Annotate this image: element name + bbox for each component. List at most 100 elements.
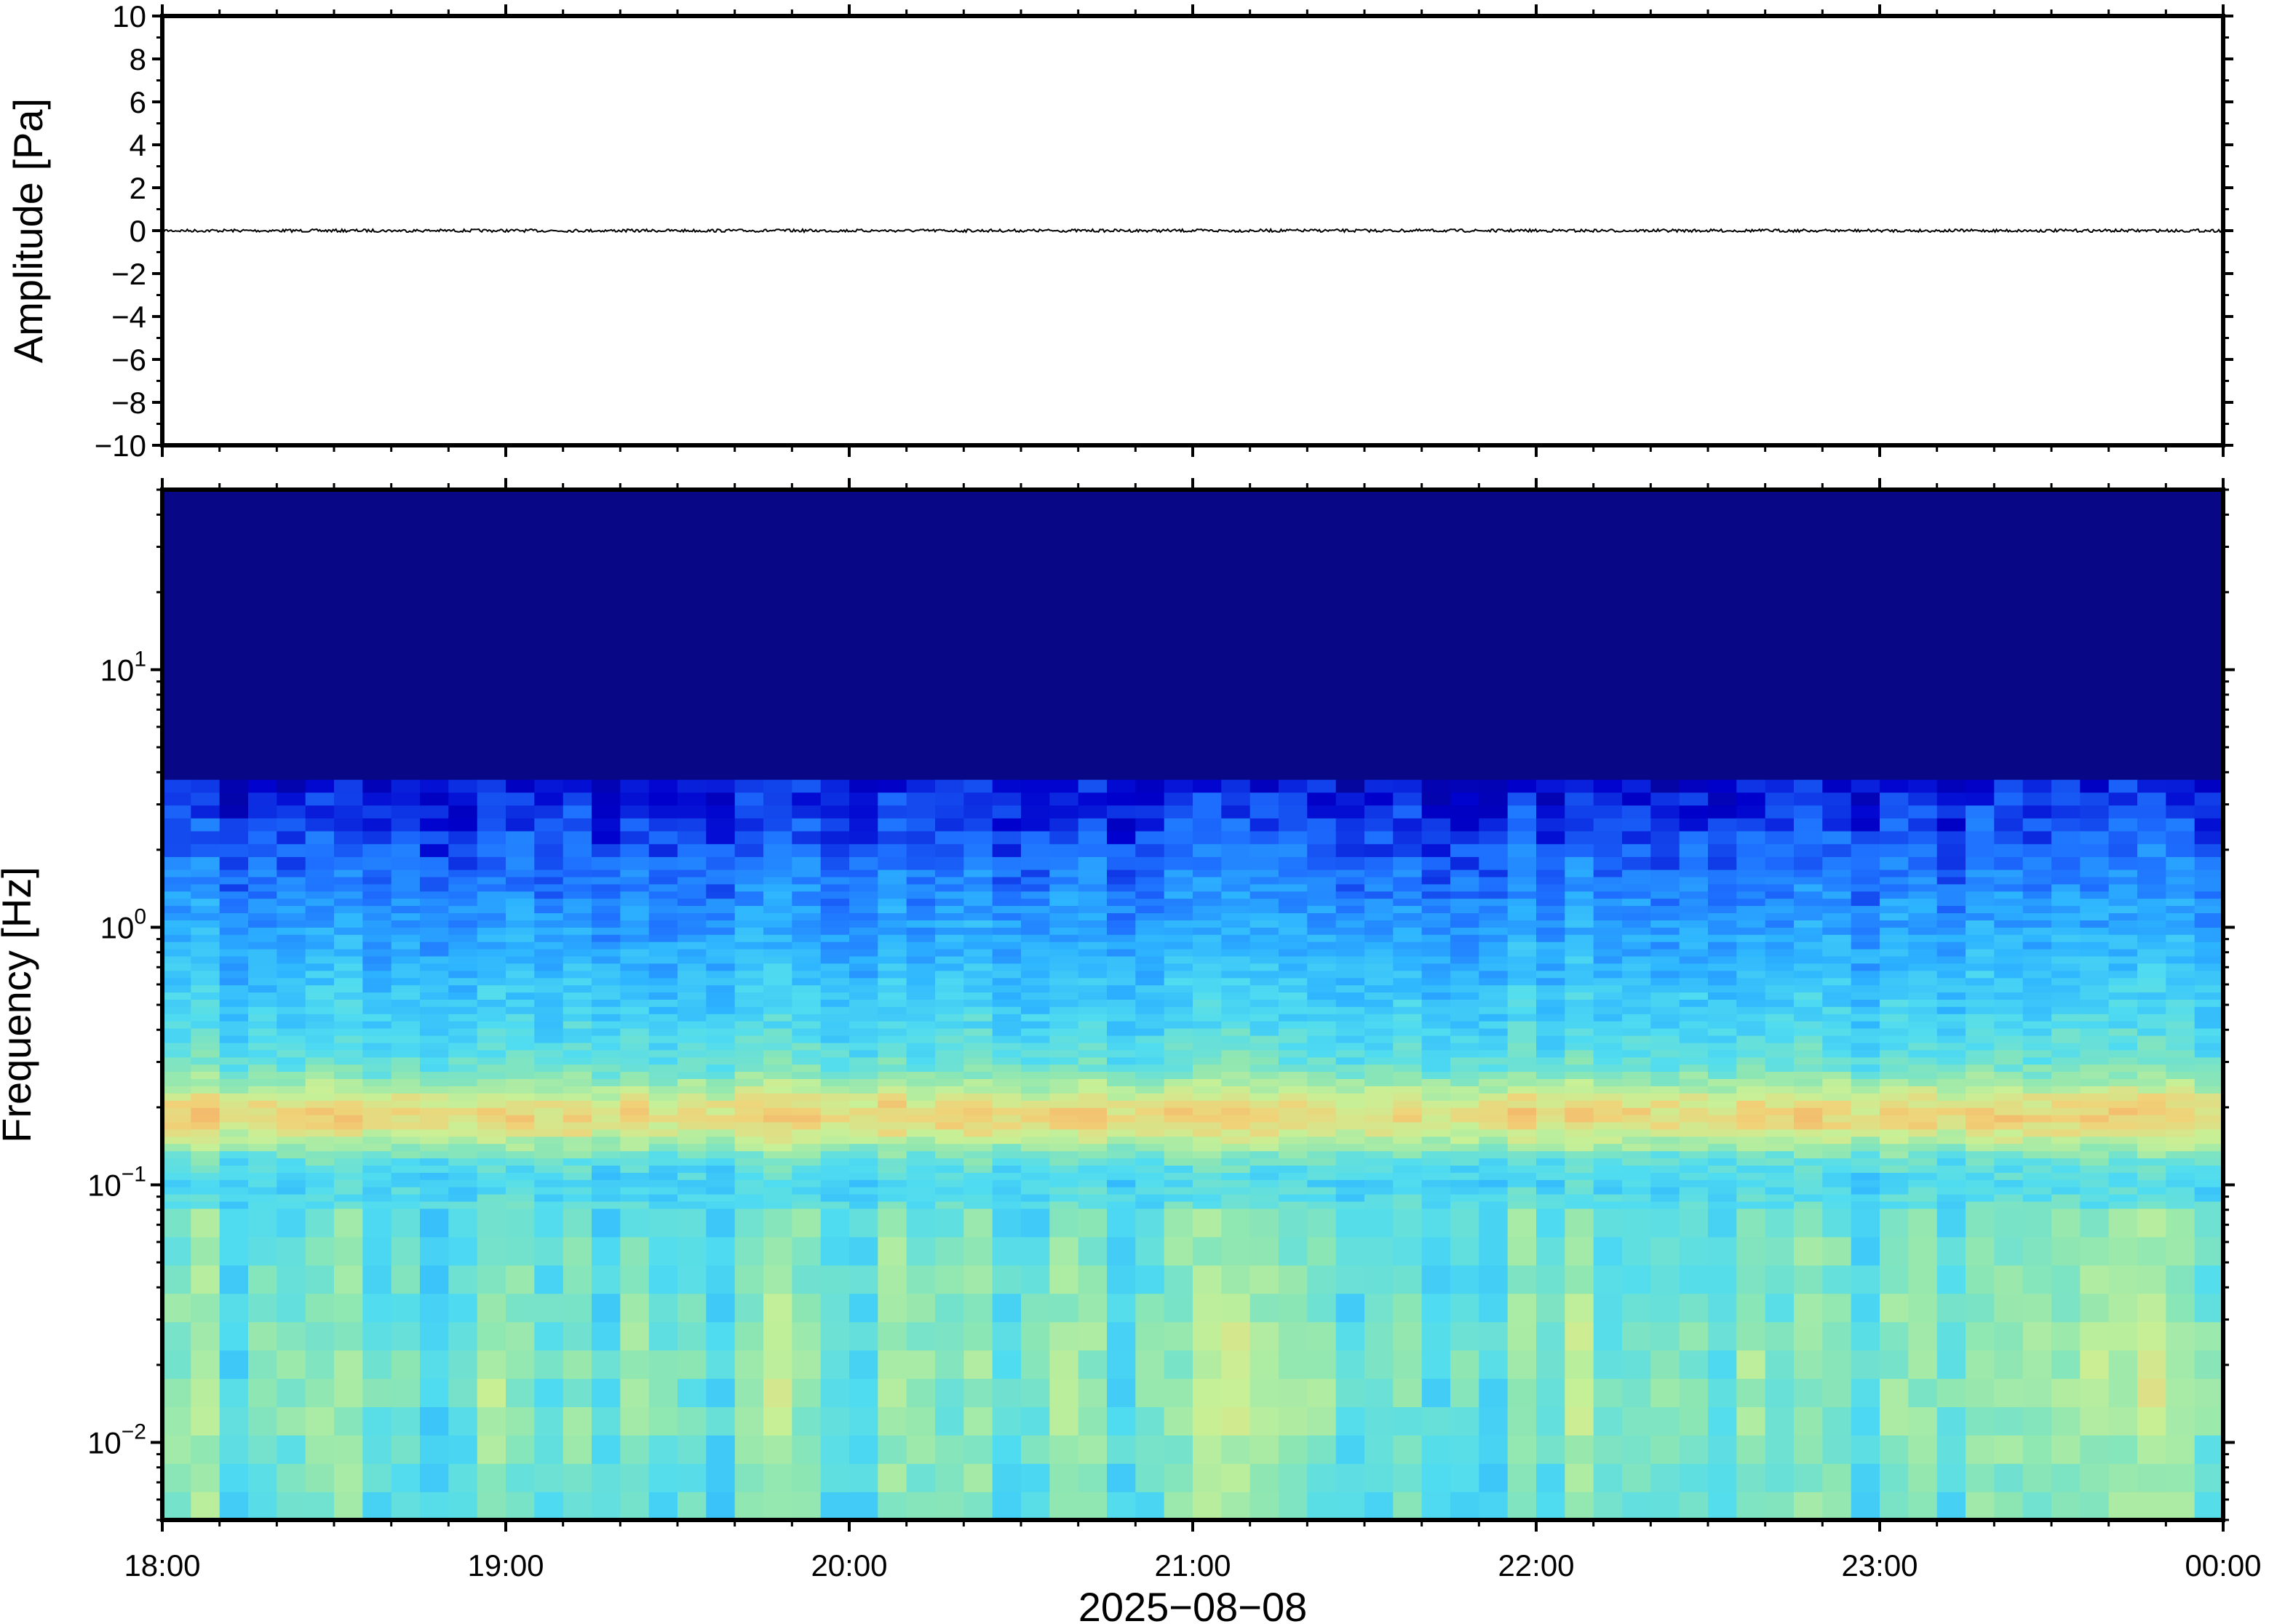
spectrogram-cell bbox=[448, 1107, 478, 1115]
spectrogram-cell bbox=[248, 1014, 278, 1022]
spectrogram-cell bbox=[1107, 905, 1137, 914]
spectrogram-cell bbox=[1279, 611, 1308, 626]
spectrogram-cell bbox=[1622, 977, 1652, 986]
spectrogram-cell bbox=[1536, 891, 1566, 899]
spectrogram-cell bbox=[219, 521, 249, 536]
spectrogram-cell bbox=[162, 934, 192, 942]
spectrogram-cell bbox=[248, 715, 278, 728]
spectrogram-cell bbox=[763, 977, 793, 986]
spectrogram-cell bbox=[277, 1114, 306, 1123]
spectrogram-cell bbox=[1679, 753, 1709, 767]
spectrogram-cell bbox=[1708, 1020, 1738, 1029]
spectrogram-cell bbox=[448, 1020, 478, 1029]
spectrogram-cell bbox=[1335, 1463, 1365, 1492]
spectrogram-cell bbox=[1335, 805, 1365, 819]
spectrogram-cell bbox=[1164, 1027, 1193, 1036]
spectrogram-cell bbox=[191, 805, 220, 819]
spectrogram-cell bbox=[820, 689, 850, 703]
spectrogram-cell bbox=[162, 534, 192, 549]
spectrogram-cell bbox=[191, 689, 220, 703]
spectrogram-cell bbox=[706, 1020, 736, 1029]
spectrogram-cell bbox=[1593, 876, 1623, 885]
spectrogram-cell bbox=[763, 805, 793, 819]
spectrogram-cell bbox=[648, 1064, 678, 1072]
spectrogram-cell bbox=[1135, 1064, 1165, 1072]
spectrogram-cell bbox=[677, 1150, 707, 1159]
spectrogram-cell bbox=[219, 1172, 249, 1180]
spectrogram-cell bbox=[191, 1143, 220, 1152]
spectrogram-cell bbox=[1049, 843, 1079, 857]
spectrogram-cell bbox=[534, 611, 564, 626]
spectrogram-cell bbox=[506, 599, 536, 613]
spectrogram-cell bbox=[534, 1100, 564, 1108]
spectrogram-cell bbox=[248, 941, 278, 950]
spectrogram-cell bbox=[1135, 586, 1165, 600]
spectrogram-cell bbox=[534, 992, 564, 1000]
spectrogram-cell bbox=[706, 490, 736, 497]
spectrogram-cell bbox=[706, 1114, 736, 1123]
spectrogram-cell bbox=[362, 955, 392, 964]
spectrogram-cell bbox=[763, 1179, 793, 1187]
spectrogram-cell bbox=[849, 927, 879, 935]
spectrogram-cell bbox=[1249, 1014, 1279, 1022]
spectrogram-cell bbox=[620, 876, 650, 885]
spectrogram-cell bbox=[248, 830, 278, 845]
spectrogram-cell bbox=[820, 1136, 850, 1145]
spectrogram-cell bbox=[1221, 560, 1251, 574]
spectrogram-cell bbox=[992, 509, 1022, 522]
spectrogram-cell bbox=[1335, 898, 1365, 907]
spectrogram-cell bbox=[1364, 676, 1394, 690]
spectrogram-cell bbox=[1193, 792, 1223, 806]
spectrogram-cell bbox=[1622, 521, 1652, 536]
spectrogram-cell bbox=[477, 1208, 506, 1238]
spectrogram-cell bbox=[963, 547, 993, 561]
spectrogram-cell bbox=[763, 1165, 793, 1173]
spectrogram-cell bbox=[935, 1078, 965, 1086]
spectrogram-cell bbox=[391, 948, 421, 957]
spectrogram-cell bbox=[1421, 779, 1451, 793]
spectrogram-cell bbox=[420, 963, 450, 971]
spectrogram-cell bbox=[1335, 1049, 1365, 1058]
spectrogram-cell bbox=[734, 753, 764, 767]
spectrogram-cell bbox=[362, 753, 392, 767]
spectrogram-cell bbox=[277, 1158, 306, 1166]
spectrogram-cell bbox=[1421, 883, 1451, 892]
spectrogram-cell bbox=[963, 1114, 993, 1123]
spectrogram-cell bbox=[162, 1129, 192, 1137]
spectrogram-cell bbox=[1249, 676, 1279, 690]
spectrogram-cell bbox=[906, 934, 936, 942]
spectrogram-cell bbox=[1421, 689, 1451, 703]
spectrogram-cell bbox=[1021, 611, 1051, 626]
spectrogram-cell bbox=[792, 1165, 822, 1173]
spectrogram-cell bbox=[277, 1193, 306, 1202]
spectrogram-cell bbox=[219, 560, 249, 574]
spectrogram-cell bbox=[1421, 927, 1451, 935]
spectrogram-cell bbox=[1193, 1121, 1223, 1130]
spectrogram-cell bbox=[592, 1035, 621, 1043]
spectrogram-cell bbox=[763, 1078, 793, 1086]
spectrogram-cell bbox=[992, 701, 1022, 716]
spectrogram-cell bbox=[563, 1035, 592, 1043]
spectrogram-cell bbox=[1364, 856, 1394, 870]
spectrogram-cell bbox=[1679, 547, 1709, 561]
amplitude-y-tick-label: 10 bbox=[112, 0, 146, 33]
spectrogram-cell bbox=[277, 728, 306, 741]
spectrogram-cell bbox=[734, 1265, 764, 1294]
spectrogram-cell bbox=[620, 1435, 650, 1464]
spectrogram-cell bbox=[1393, 1435, 1423, 1464]
spectrogram-cell bbox=[1393, 1056, 1423, 1065]
spectrogram-cell bbox=[191, 599, 220, 613]
spectrogram-cell bbox=[1049, 869, 1079, 877]
spectrogram-cell bbox=[1622, 869, 1652, 877]
spectrogram-cell bbox=[277, 843, 306, 857]
spectrogram-cell bbox=[191, 1201, 220, 1209]
spectrogram-cell bbox=[1193, 1158, 1223, 1166]
spectrogram-cell bbox=[1335, 1035, 1365, 1043]
spectrogram-cell bbox=[620, 941, 650, 950]
spectrogram-cell bbox=[878, 869, 907, 877]
spectrogram-cell bbox=[1421, 984, 1451, 993]
spectrogram-cell bbox=[362, 1321, 392, 1351]
spectrogram-cell bbox=[935, 701, 965, 716]
spectrogram-cell bbox=[1078, 963, 1108, 971]
spectrogram-cell bbox=[677, 934, 707, 942]
